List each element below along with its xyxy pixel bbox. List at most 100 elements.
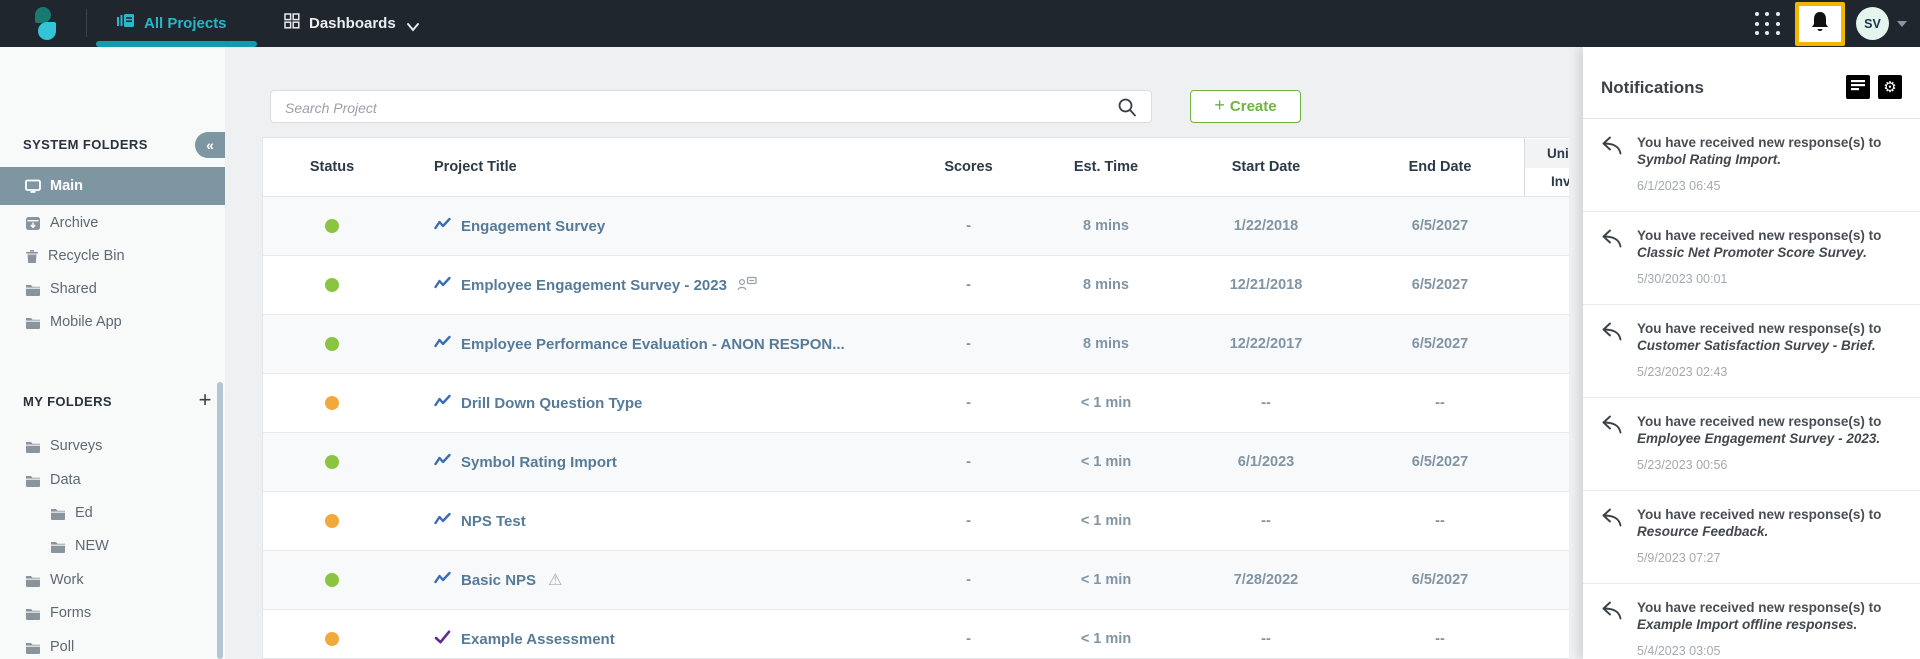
trash-icon (25, 249, 39, 264)
notification-project: Customer Satisfaction Survey - Brief. (1637, 338, 1876, 353)
avatar[interactable]: SV (1856, 7, 1889, 40)
sidebar-item-label: Surveys (50, 438, 103, 454)
cell-end-date: 6/5/2027 (1411, 336, 1469, 352)
notification-item[interactable]: You have received new response(s) to Exa… (1583, 584, 1920, 659)
sidebar-item-new[interactable]: NEW (0, 530, 225, 562)
notification-item[interactable]: You have received new response(s) to Emp… (1583, 398, 1920, 491)
sidebar-item-poll[interactable]: Poll (0, 631, 225, 659)
folder-icon (25, 574, 41, 587)
notifications-list-button[interactable] (1846, 75, 1870, 99)
avatar-menu-caret[interactable] (1897, 21, 1907, 27)
apps-grid-icon[interactable] (1755, 12, 1781, 36)
notification-project: Symbol Rating Import. (1637, 152, 1782, 167)
sidebar-item-shared[interactable]: Shared (0, 273, 225, 305)
notification-message: You have received new response(s) to (1637, 600, 1882, 615)
tab-dashboards[interactable]: Dashboards (284, 0, 419, 47)
app-logo-icon (33, 7, 57, 41)
col-header-start-date: Start Date (1231, 159, 1301, 175)
search-icon[interactable] (1117, 97, 1137, 122)
project-title-link[interactable]: Basic NPS (461, 571, 537, 589)
dashboards-icon (284, 13, 300, 34)
top-navigation-bar: All Projects Dashboards (0, 0, 1920, 47)
folder-icon (50, 540, 66, 553)
folder-icon (25, 607, 41, 620)
plus-icon: + (1214, 95, 1225, 115)
project-title-link[interactable]: Engagement Survey (461, 217, 606, 235)
notification-message: You have received new response(s) to (1637, 507, 1882, 522)
cell-end-date: 6/5/2027 (1411, 218, 1469, 234)
cell-scores: - (966, 277, 971, 293)
sidebar-item-ed[interactable]: Ed (0, 497, 225, 529)
trend-icon (434, 453, 451, 471)
notifications-title: Notifications (1601, 78, 1704, 97)
project-title-link[interactable]: Employee Engagement Survey - 2023 (461, 276, 727, 294)
folder-icon (25, 283, 41, 296)
cell-end-date: -- (1435, 395, 1445, 411)
sidebar-item-archive[interactable]: Archive (0, 207, 225, 239)
add-folder-button[interactable]: + (193, 387, 217, 412)
project-title-link[interactable]: Drill Down Question Type (461, 394, 643, 412)
notification-message: You have received new response(s) to (1637, 414, 1882, 429)
cell-scores: - (966, 336, 971, 352)
cell-start-date: 12/21/2018 (1229, 277, 1303, 293)
notifications-settings-button[interactable]: ⚙ (1878, 75, 1902, 99)
notification-project: Resource Feedback. (1637, 524, 1769, 539)
sidebar-item-label: Recycle Bin (48, 248, 125, 264)
sidebar-scrollbar[interactable] (217, 382, 223, 659)
table-row[interactable]: NPS Test - < 1 min -- -- (263, 492, 1920, 551)
trend-icon (434, 512, 451, 530)
cell-scores: - (966, 395, 971, 411)
project-title-link[interactable]: Example Assessment (461, 630, 615, 648)
sidebar-item-label: Main (50, 178, 84, 194)
reply-arrow-icon (1601, 508, 1623, 565)
reply-arrow-icon (1601, 322, 1623, 379)
warning-icon: ⚠ (548, 572, 563, 589)
table-row[interactable]: Employee Engagement Survey - 2023 - 8 mi… (263, 256, 1920, 315)
folder-icon (50, 507, 66, 520)
sidebar-item-data[interactable]: Data (0, 464, 225, 496)
sidebar-item-main[interactable]: Main (0, 167, 225, 205)
folder-icon (25, 316, 41, 329)
sidebar-item-work[interactable]: Work (0, 564, 225, 596)
status-dot (325, 514, 339, 528)
lines-icon (1850, 78, 1866, 97)
tab-all-projects-label: All Projects (144, 15, 227, 32)
search-input[interactable] (283, 92, 1107, 123)
sidebar-item-mobile-app[interactable]: Mobile App (0, 306, 225, 338)
search-project-box (270, 90, 1152, 123)
notification-message: You have received new response(s) to (1637, 135, 1882, 150)
status-dot (325, 455, 339, 469)
table-row[interactable]: Example Assessment - < 1 min -- -- (263, 610, 1920, 659)
table-row[interactable]: Drill Down Question Type - < 1 min -- -- (263, 374, 1920, 433)
status-dot (325, 573, 339, 587)
notification-item[interactable]: You have received new response(s) to Cla… (1583, 212, 1920, 305)
trend-icon (434, 335, 451, 353)
sidebar-item-recycle-bin[interactable]: Recycle Bin (0, 240, 225, 272)
cell-end-date: -- (1435, 631, 1445, 647)
sidebar-collapse-button[interactable]: « (195, 132, 225, 158)
col-header-scores: Scores (944, 159, 993, 175)
notification-timestamp: 5/4/2023 03:05 (1637, 644, 1721, 658)
notification-item[interactable]: You have received new response(s) to Res… (1583, 491, 1920, 584)
cell-scores: - (966, 218, 971, 234)
project-title-link[interactable]: NPS Test (461, 512, 526, 530)
project-title-link[interactable]: Employee Performance Evaluation - ANON R… (461, 335, 845, 353)
sidebar-item-forms[interactable]: Forms (0, 597, 225, 629)
sidebar-item-label: Work (50, 572, 84, 588)
tab-all-projects[interactable]: All Projects (117, 0, 227, 47)
project-title-link[interactable]: Symbol Rating Import (461, 453, 617, 471)
cell-est-time: < 1 min (1080, 454, 1132, 470)
plus-icon: + (198, 387, 212, 412)
table-scrollbar-track[interactable] (1569, 137, 1583, 659)
notifications-bell-button[interactable] (1795, 2, 1845, 46)
cell-est-time: < 1 min (1080, 395, 1132, 411)
status-dot (325, 219, 339, 233)
cell-est-time: 8 mins (1083, 218, 1129, 234)
notification-item[interactable]: You have received new response(s) to Sym… (1583, 119, 1920, 212)
notification-item[interactable]: You have received new response(s) to Cus… (1583, 305, 1920, 398)
topbar-divider (86, 9, 87, 37)
sidebar-item-surveys[interactable]: Surveys (0, 430, 225, 462)
create-button[interactable]: + Create (1190, 90, 1301, 123)
cell-start-date: 12/22/2017 (1229, 336, 1303, 352)
